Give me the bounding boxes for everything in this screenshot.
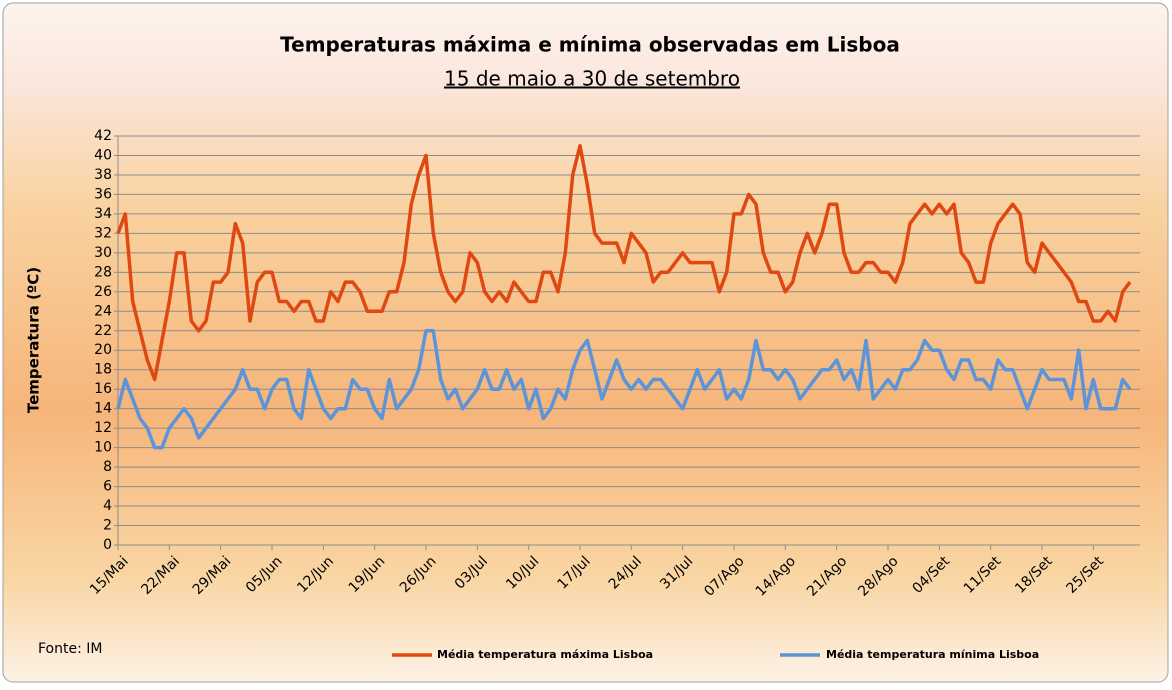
y-tick-label: 26 bbox=[94, 284, 112, 300]
y-tick-label: 12 bbox=[94, 420, 112, 436]
series-line bbox=[116, 143, 1132, 382]
y-tick-label: 22 bbox=[94, 323, 112, 339]
y-tick-label: 42 bbox=[94, 128, 112, 144]
y-tick-label: 10 bbox=[94, 440, 112, 456]
y-tick-label: 4 bbox=[103, 498, 112, 514]
y-tick-label: 28 bbox=[94, 264, 112, 280]
y-tick-label: 38 bbox=[94, 167, 112, 183]
chart-subtitle: 15 de maio a 30 de setembro bbox=[444, 67, 740, 91]
y-tick-label: 8 bbox=[103, 459, 112, 475]
y-tick-label: 34 bbox=[94, 206, 112, 222]
y-tick-label: 2 bbox=[103, 518, 112, 534]
chart-title: Temperaturas máxima e mínima observadas … bbox=[280, 33, 900, 57]
series-line bbox=[116, 329, 1132, 450]
y-tick-label: 18 bbox=[94, 362, 112, 378]
y-tick-label: 24 bbox=[94, 303, 112, 319]
y-tick-label: 40 bbox=[94, 147, 112, 163]
legend-label: Média temperatura mínima Lisboa bbox=[826, 648, 1039, 661]
y-axis-label: Temperatura (ºC) bbox=[25, 267, 43, 413]
y-tick-label: 16 bbox=[94, 381, 112, 397]
y-tick-label: 20 bbox=[94, 342, 112, 358]
source: Fonte: IM bbox=[38, 641, 102, 657]
y-tick-label: 0 bbox=[103, 537, 112, 553]
y-tick-label: 36 bbox=[94, 186, 112, 202]
y-tick-label: 6 bbox=[103, 479, 112, 495]
y-tick-label: 30 bbox=[94, 245, 112, 261]
legend-label: Média temperatura máxima Lisboa bbox=[437, 648, 653, 661]
y-tick-label: 32 bbox=[94, 225, 112, 241]
y-tick-label: 14 bbox=[94, 401, 112, 417]
